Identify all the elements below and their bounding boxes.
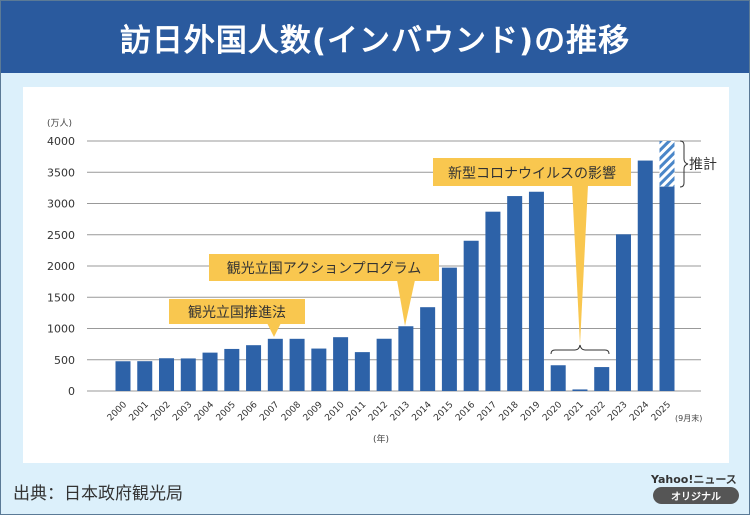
x-tick-label: 2021 (563, 400, 586, 423)
x-tick-label: 2019 (519, 400, 542, 423)
y-tick-label: 1500 (47, 291, 75, 304)
x-tick-label: 2013 (389, 400, 412, 423)
y-tick-label: 2000 (47, 260, 75, 273)
estimate-bar (659, 141, 675, 187)
x-tick-label: 2018 (498, 400, 521, 423)
page-title: 訪日外国人数(インバウンド)の推移 (1, 1, 749, 73)
bar-2024 (637, 160, 653, 391)
bar-2006 (246, 345, 262, 391)
x-tick-label: 2000 (106, 400, 129, 423)
bar-2003 (180, 358, 196, 391)
bar-2025 (659, 186, 675, 391)
y-tick-label: 500 (54, 354, 75, 367)
x-tick-label: 2001 (128, 400, 151, 423)
callout-label: 新型コロナウイルスの影響 (448, 165, 616, 182)
bar-2013 (398, 326, 414, 391)
y-tick-label: 0 (68, 385, 75, 398)
bar-2005 (224, 348, 240, 391)
bar-2000 (115, 361, 131, 391)
callout-2007: 観光立国推進法 (169, 299, 305, 337)
bar-2002 (159, 358, 175, 391)
bar-2018 (507, 196, 523, 391)
x-tick-label: 2015 (432, 400, 455, 423)
x-tick-label: 2025 (650, 400, 673, 423)
x-tick-label: 2005 (215, 400, 238, 423)
x-tick-label: 2022 (585, 400, 608, 423)
x-tick-label: 2023 (606, 400, 629, 423)
estimate-marker: 推計 (679, 140, 717, 188)
bar-2020 (550, 365, 566, 391)
estimate-label: 推計 (689, 157, 717, 173)
x-tick-label: 2024 (628, 400, 651, 423)
callout-label: 観光立国アクションプログラム (227, 260, 421, 277)
x-tick-label: 2008 (280, 400, 303, 423)
bar-2009 (311, 348, 327, 391)
bar-2016 (463, 240, 479, 391)
bar-2012 (376, 338, 392, 391)
callout-label: 観光立国推進法 (188, 304, 286, 321)
x-tick-label: 2011 (345, 400, 368, 423)
bar-2023 (615, 234, 631, 391)
x-axis-unit: (年) (373, 433, 389, 445)
y-tick-label: 3500 (47, 166, 75, 179)
x-tick-label: 2009 (302, 400, 325, 423)
x-tick-label: 2006 (236, 400, 259, 423)
callout-covid: 新型コロナウイルスの影響 (433, 158, 631, 355)
brace-icon (679, 140, 689, 188)
x-tick-label: 2016 (454, 400, 477, 423)
bar-2008 (289, 338, 305, 391)
bar-2015 (441, 267, 457, 391)
bar-2007 (267, 338, 283, 391)
bar-2017 (485, 211, 501, 391)
brand-logo: Yahoo!ニュース (651, 473, 737, 486)
bar-2004 (202, 352, 218, 391)
x-tick-label: 2017 (476, 400, 499, 423)
x-tick-label: 2012 (367, 400, 390, 423)
y-axis-unit: (万人) (47, 118, 72, 129)
bar-2011 (354, 352, 370, 391)
x-tick-label: 2002 (149, 400, 172, 423)
x-tick-label: 2014 (410, 400, 433, 423)
bar-2019 (528, 191, 544, 391)
x-tick-label: 2020 (541, 400, 564, 423)
bar-2001 (137, 361, 153, 391)
bar-2022 (594, 367, 610, 391)
x-tick-label: 2007 (258, 400, 281, 423)
last-category-note: (9月末) (675, 413, 702, 423)
original-badge: オリジナル (653, 487, 739, 504)
x-tick-label: 2010 (323, 400, 346, 423)
y-tick-label: 3000 (47, 198, 75, 211)
bar-2014 (420, 307, 436, 391)
x-tick-label: 2004 (193, 400, 216, 423)
bar-2010 (333, 337, 349, 391)
source-credit: 出典：日本政府観光局 (13, 484, 183, 504)
y-tick-label: 1000 (47, 323, 75, 336)
brace-icon (550, 344, 610, 355)
x-tick-label: 2003 (171, 400, 194, 423)
y-tick-label: 2500 (47, 229, 75, 242)
y-tick-label: 4000 (47, 135, 75, 148)
bar-2021 (572, 389, 588, 391)
callout-2013: 観光立国アクションプログラム (209, 254, 439, 326)
